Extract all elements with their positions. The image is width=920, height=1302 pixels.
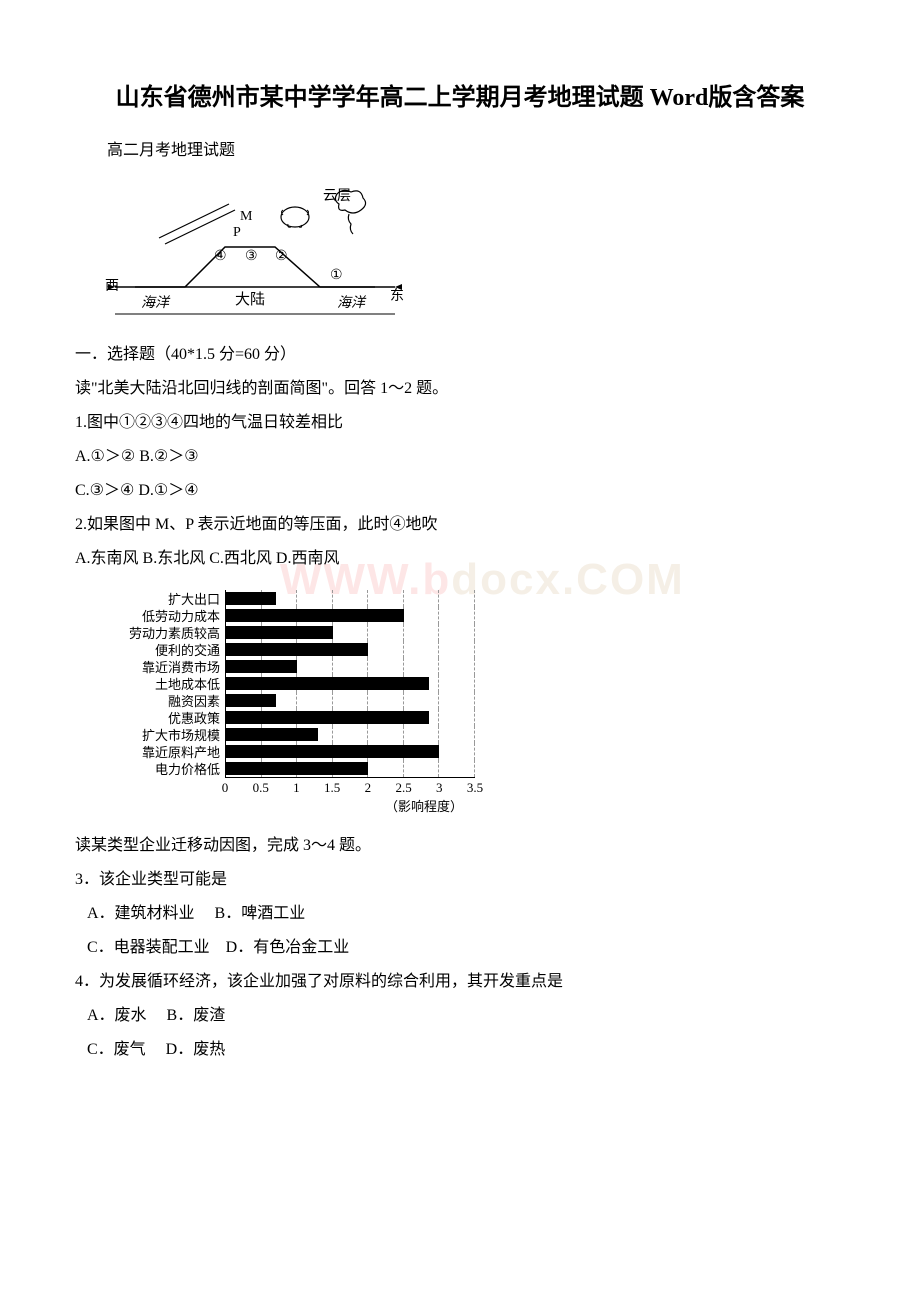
- label-n1: ①: [330, 268, 343, 283]
- subtitle: 高二月考地理试题: [75, 136, 845, 160]
- chart-row: 扩大市场规模: [105, 726, 505, 743]
- axis-tick: 2.5: [395, 780, 411, 796]
- label-m: M: [240, 209, 253, 224]
- q3-stem: 3．该企业类型可能是: [75, 864, 845, 896]
- axis-tick: 1.5: [324, 780, 340, 796]
- chart-bar: [226, 745, 439, 758]
- q4-opt-cd: C．废气 D．废热: [87, 1034, 845, 1066]
- axis-tick: 2: [365, 780, 372, 796]
- cross-section-diagram: M P 云层 ④ ③ ② ① 西 东 海洋 大陆 海洋: [105, 182, 405, 322]
- label-east: 东: [390, 288, 404, 304]
- intro-1: 读"北美大陆沿北回归线的剖面简图"。回答 1～2 题。: [75, 373, 845, 405]
- chart-row: 电力价格低: [105, 760, 505, 777]
- chart-bar: [226, 626, 333, 639]
- intro-2: 读某类型企业迁移动因图，完成 3～4 题。: [75, 830, 845, 862]
- label-n4: ④: [214, 249, 227, 264]
- label-continent: 大陆: [235, 291, 265, 308]
- section-heading: 一．选择题（40*1.5 分=60 分）: [75, 339, 845, 371]
- chart-row: 靠近消费市场: [105, 658, 505, 675]
- chart-row: 便利的交通: [105, 641, 505, 658]
- chart-x-label: （影响程度）: [385, 796, 505, 815]
- q2-stem: 2.如果图中 M、P 表示近地面的等压面，此时④地吹: [75, 509, 845, 541]
- chart-bar: [226, 728, 318, 741]
- chart-row: 融资因素: [105, 692, 505, 709]
- chart-category-label: 电力价格低: [105, 759, 225, 778]
- chart-bar: [226, 711, 429, 724]
- q1-opt-ab: A.①＞② B.②＞③: [75, 441, 845, 473]
- axis-tick: 1: [293, 780, 300, 796]
- chart-row: 靠近原料产地: [105, 743, 505, 760]
- label-n3: ③: [245, 249, 258, 264]
- q4-opt-ab: A．废水 B．废渣: [87, 1000, 845, 1032]
- q1-stem: 1.图中①②③④四地的气温日较差相比: [75, 407, 845, 439]
- chart-row: 低劳动力成本: [105, 607, 505, 624]
- label-west: 西: [105, 279, 119, 294]
- chart-row: 土地成本低: [105, 675, 505, 692]
- chart-bar: [226, 677, 429, 690]
- axis-tick: 0.5: [253, 780, 269, 796]
- q3-opt-cd: C．电器装配工业 D．有色冶金工业: [87, 932, 845, 964]
- chart-row: 扩大出口: [105, 590, 505, 607]
- chart-bar: [226, 592, 276, 605]
- label-p: P: [233, 225, 241, 240]
- chart-bar: [226, 762, 368, 775]
- chart-bar: [226, 609, 404, 622]
- q3-opt-ab: A．建筑材料业 B．啤酒工业: [87, 898, 845, 930]
- label-cloud: 云层: [323, 189, 351, 204]
- axis-tick: 3: [436, 780, 443, 796]
- chart-row: 劳动力素质较高: [105, 624, 505, 641]
- axis-tick: 3.5: [467, 780, 483, 796]
- q4-stem: 4．为发展循环经济，该企业加强了对原料的综合利用，其开发重点是: [75, 966, 845, 998]
- label-n2: ②: [275, 249, 288, 264]
- chart-bar: [226, 660, 297, 673]
- factor-bar-chart: 扩大出口低劳动力成本劳动力素质较高便利的交通靠近消费市场土地成本低融资因素优惠政…: [105, 590, 505, 815]
- label-ocean-w: 海洋: [141, 295, 171, 311]
- chart-x-axis: 00.511.522.533.5: [225, 777, 475, 778]
- chart-bar: [226, 694, 276, 707]
- q1-opt-cd: C.③＞④ D.①＞④: [75, 475, 845, 507]
- axis-tick: 0: [222, 780, 229, 796]
- chart-row: 优惠政策: [105, 709, 505, 726]
- chart-bar: [226, 643, 368, 656]
- q2-opts: A.东南风 B.东北风 C.西北风 D.西南风: [75, 543, 845, 575]
- page-title: 山东省德州市某中学学年高二上学期月考地理试题 Word版含答案: [75, 80, 845, 116]
- label-ocean-e: 海洋: [337, 295, 367, 311]
